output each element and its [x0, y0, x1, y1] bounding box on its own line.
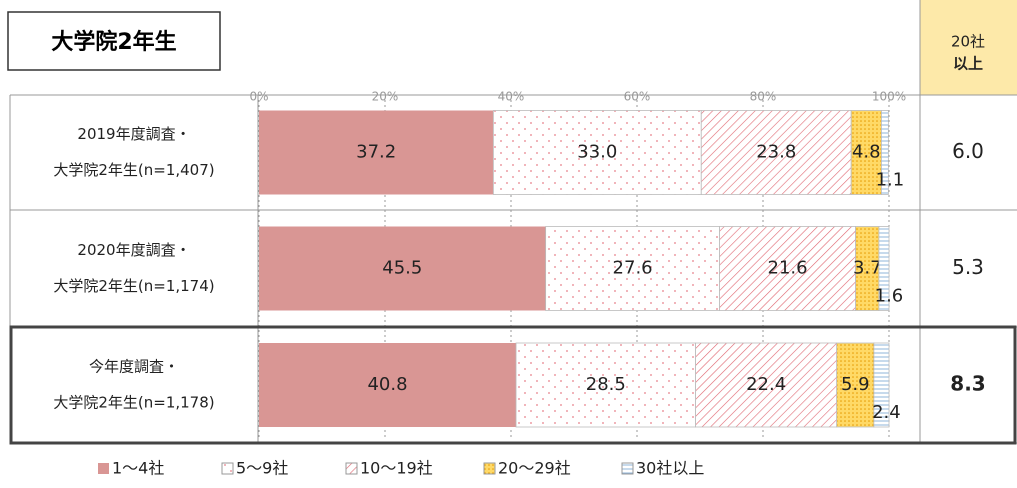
- side-value: 8.3: [950, 372, 985, 396]
- category-label: 大学院2年生(n=1,174): [53, 277, 214, 295]
- data-label: 3.7: [853, 258, 882, 279]
- category-label: 大学院2年生(n=1,407): [53, 161, 214, 179]
- side-header: 以上: [953, 55, 983, 73]
- legend-label: 10〜19社: [360, 459, 433, 478]
- x-tick-label: 20%: [372, 90, 399, 104]
- side-value: 6.0: [952, 139, 984, 163]
- data-label: 33.0: [577, 142, 617, 163]
- bar-segment: [259, 226, 546, 311]
- bar-segment: [719, 226, 857, 311]
- category-label: 大学院2年生(n=1,178): [53, 394, 214, 412]
- x-tick-label: 60%: [624, 90, 651, 104]
- side-value: 5.3: [952, 255, 984, 279]
- x-tick-label: 100%: [872, 90, 906, 104]
- x-tick-label: 80%: [750, 90, 777, 104]
- bar-segment: [545, 226, 720, 311]
- data-label: 5.9: [841, 374, 870, 395]
- side-header-bg: [920, 0, 1017, 95]
- bar-segment: [878, 226, 890, 311]
- category-label: 今年度調査・: [89, 358, 179, 376]
- x-tick-label: 40%: [498, 90, 525, 104]
- data-label: 22.4: [746, 374, 786, 395]
- chart-title: 大学院2年生: [51, 29, 176, 55]
- legend-label: 5〜9社: [236, 459, 288, 478]
- bar-segment: [695, 342, 838, 428]
- data-label: 4.8: [852, 142, 881, 163]
- side-header: 20社: [951, 33, 985, 51]
- data-label: 2.4: [872, 402, 901, 423]
- title-box: [7, 11, 221, 71]
- bar-segment: [881, 110, 889, 195]
- x-tick-label: 0%: [249, 90, 268, 104]
- legend-label: 1〜4社: [112, 459, 164, 478]
- bar-segment: [873, 342, 890, 428]
- bar-segment: [515, 342, 696, 428]
- data-label: 37.2: [356, 142, 396, 163]
- data-label: 27.6: [613, 258, 653, 279]
- category-label: 2020年度調査・: [77, 241, 190, 259]
- legend-label: 30社以上: [636, 459, 704, 478]
- legend-swatch: [621, 462, 634, 475]
- legend-swatch: [483, 462, 496, 475]
- data-label: 1.1: [876, 170, 905, 191]
- bar-segment: [700, 110, 852, 195]
- data-label: 1.6: [875, 286, 904, 307]
- highlight-box: [9, 325, 1017, 445]
- category-label: 2019年度調査・: [77, 125, 190, 143]
- data-label: 45.5: [382, 258, 422, 279]
- data-label: 28.5: [586, 374, 626, 395]
- bar-segment: [259, 343, 517, 427]
- bar-segment: [836, 342, 875, 428]
- bar-segment: [850, 110, 882, 195]
- bar-segment: [259, 110, 494, 195]
- bar-segment: [492, 110, 702, 195]
- legend-swatch: [221, 462, 234, 475]
- data-label: 23.8: [756, 142, 796, 163]
- legend-swatch: [345, 462, 358, 475]
- data-label: 40.8: [367, 374, 407, 395]
- legend-label: 20〜29社: [498, 459, 571, 478]
- legend-swatch: [98, 463, 109, 474]
- data-label: 21.6: [768, 258, 808, 279]
